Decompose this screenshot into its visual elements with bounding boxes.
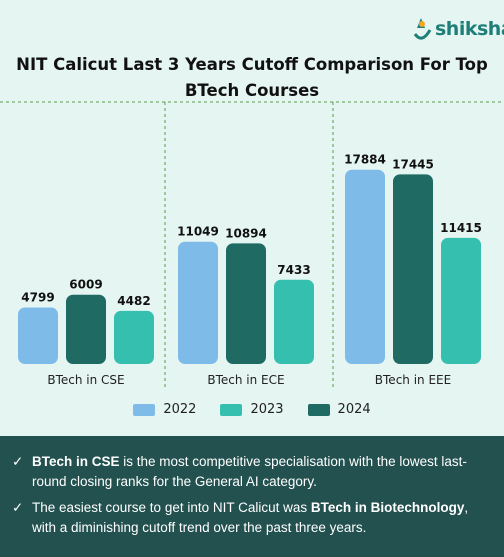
category-label: BTech in EEE xyxy=(375,373,451,387)
check-icon: ✓ xyxy=(12,500,24,515)
check-icon: ✓ xyxy=(12,454,24,469)
bar-value-label: 4482 xyxy=(117,294,150,308)
chart-title-line2: BTech Courses xyxy=(184,81,320,100)
insights-panel: ✓ BTech in CSE is the most competitive s… xyxy=(0,436,504,557)
bar-value-label: 4799 xyxy=(21,290,54,304)
chart-title: NIT Calicut Last 3 Years Cutoff Comparis… xyxy=(0,52,504,104)
bar-value-label: 11049 xyxy=(177,225,219,239)
bar xyxy=(18,307,58,364)
bar xyxy=(178,241,218,364)
bar-value-label: 17884 xyxy=(344,153,386,167)
legend-label: 2022 xyxy=(163,402,197,417)
bar xyxy=(345,169,385,364)
bar xyxy=(66,294,106,364)
bar-value-label: 17445 xyxy=(392,157,434,171)
insight-text: The easiest course to get into NIT Calic… xyxy=(32,500,469,535)
bar-value-label: 10894 xyxy=(225,226,267,240)
legend-swatch xyxy=(220,403,243,416)
bar xyxy=(441,237,481,364)
legend-item: 2022 xyxy=(133,402,196,417)
bar xyxy=(114,310,154,364)
bar-value-label: 11415 xyxy=(440,221,482,235)
legend-label: 2023 xyxy=(250,402,284,417)
bar-value-label: 6009 xyxy=(69,278,102,292)
category-label: BTech in CSE xyxy=(47,373,124,387)
insight-item: ✓ The easiest course to get into NIT Cal… xyxy=(12,498,490,538)
bar xyxy=(393,174,433,364)
chart-legend: 2022 2023 2024 xyxy=(0,402,504,417)
brand-name: shiksha xyxy=(435,18,504,40)
insight-item: ✓ BTech in CSE is the most competitive s… xyxy=(12,452,490,492)
legend-swatch xyxy=(133,403,156,416)
insight-text: BTech in CSE is the most competitive spe… xyxy=(32,454,467,489)
bar xyxy=(274,279,314,364)
legend-item: 2024 xyxy=(307,402,371,417)
legend-item: 2023 xyxy=(220,402,284,417)
chart-title-line1: NIT Calicut Last 3 Years Cutoff Comparis… xyxy=(16,55,488,74)
shiksha-logo-icon xyxy=(413,18,432,40)
bar xyxy=(226,243,266,364)
legend-swatch xyxy=(307,403,330,416)
bar-chart: 4799 6009 4482 BTech in CSE 11049 10894 7433 BT… xyxy=(0,101,504,390)
legend-label: 2024 xyxy=(337,402,371,417)
brand-logo: shiksha xyxy=(413,12,504,46)
category-label: BTech in ECE xyxy=(207,373,284,387)
bar-value-label: 7433 xyxy=(277,263,310,277)
